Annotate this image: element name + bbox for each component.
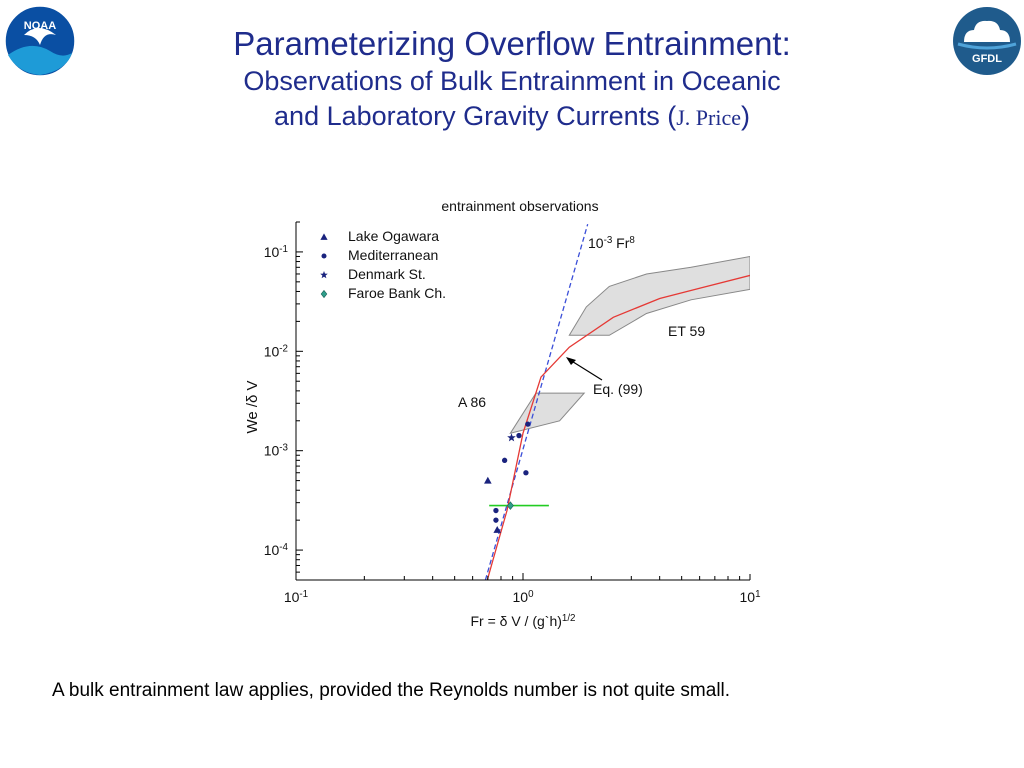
legend-marker-mediterranean xyxy=(321,253,327,259)
slide-title: Parameterizing Overflow Entrainment: Obs… xyxy=(150,24,874,135)
legend-marker-faroe-bank-ch xyxy=(320,289,328,299)
lake-ogawara-point xyxy=(493,525,502,533)
title-line-3: and Laboratory Gravity Currents (J. Pric… xyxy=(150,99,874,135)
mediterranean-point xyxy=(523,470,529,476)
mediterranean-point xyxy=(493,517,499,523)
y-tick-label: 10-2 xyxy=(264,343,288,360)
legend-label-mediterranean: Mediterranean xyxy=(348,247,438,263)
denmark-st-point xyxy=(507,433,516,442)
eq99-curve xyxy=(486,274,750,580)
eq99-arrow-line xyxy=(569,359,603,381)
legend-label-denmark-st: Denmark St. xyxy=(348,266,426,282)
legend-label-lake-ogawara: Lake Ogawara xyxy=(348,228,439,244)
region-et59 xyxy=(568,255,750,336)
fr8-label: 10-3 Fr8 xyxy=(588,235,635,252)
chart-title: entrainment observations xyxy=(441,198,598,214)
eq99-arrow-head xyxy=(566,357,576,365)
eq99-label: Eq. (99) xyxy=(593,381,643,397)
x-tick-label: 101 xyxy=(739,589,760,606)
legend: Lake Ogawara Mediterranean Denmark St. Faro… xyxy=(320,228,446,301)
title-line-1: Parameterizing Overflow Entrainment: xyxy=(233,25,791,62)
title-line-3-suffix: ) xyxy=(740,101,750,131)
gfdl-logo: GFDL xyxy=(953,7,1021,75)
et59-label: ET 59 xyxy=(668,323,705,339)
x-axis-label: Fr = δ V / (g`h)1/2 xyxy=(470,613,575,630)
noaa-logo-text: NOAA xyxy=(24,20,56,32)
author-name: J. Price xyxy=(676,105,741,130)
y-tick-label: 10-4 xyxy=(264,542,289,559)
title-line-2: Observations of Bulk Entrainment in Ocea… xyxy=(243,66,781,96)
legend-marker-denmark-st xyxy=(320,271,328,279)
faroe-bank-ch-point xyxy=(506,501,514,510)
lake-ogawara-point xyxy=(484,476,492,484)
x-tick-label: 10-1 xyxy=(284,589,308,606)
entrainment-chart: entrainment observations 10-1 100 101 10-1 1… xyxy=(244,198,761,630)
x-tick-label: 100 xyxy=(512,589,534,606)
slide-caption: A bulk entrainment law applies, provided… xyxy=(52,680,731,701)
mediterranean-point xyxy=(525,421,531,427)
legend-marker-lake-ogawara xyxy=(320,233,328,240)
fr8-dashed-line xyxy=(484,224,589,580)
y-tick-label: 10-3 xyxy=(264,442,289,459)
title-line-3-prefix: and Laboratory Gravity Currents ( xyxy=(274,101,677,131)
gfdl-logo-text: GFDL xyxy=(972,53,1002,65)
y-tick-label: 10-1 xyxy=(264,243,288,260)
mediterranean-point xyxy=(501,457,508,463)
mediterranean-point xyxy=(493,507,499,514)
region-a86 xyxy=(509,392,586,434)
y-axis-label: We /δ V xyxy=(244,380,261,433)
legend-label-faroe-bank-ch: Faroe Bank Ch. xyxy=(348,285,446,301)
noaa-logo: NOAA xyxy=(4,5,76,77)
a86-label: A 86 xyxy=(458,394,486,410)
mediterranean-point xyxy=(516,432,522,439)
